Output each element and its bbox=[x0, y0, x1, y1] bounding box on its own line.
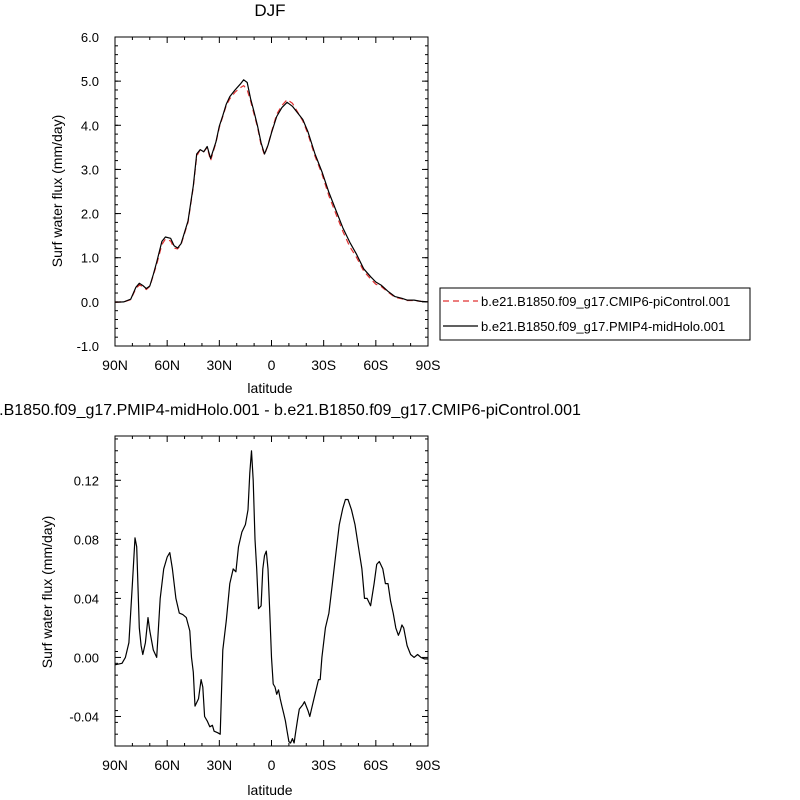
legend-label-0: b.e21.B1850.f09_g17.CMIP6-piControl.001 bbox=[481, 294, 730, 309]
y-tick-label: 0.00 bbox=[74, 650, 99, 665]
x-axis-label: latitude bbox=[247, 782, 292, 798]
x-tick-label: 60S bbox=[363, 357, 388, 373]
plot-area: 90N 60N 30N 0 30S 60S 90S -0.04 0.00 0.04 0.08 0.12 bbox=[69, 435, 441, 773]
y-tick-label: 0.08 bbox=[74, 532, 99, 547]
plot-frame bbox=[114, 435, 429, 747]
x-tick-label: 60S bbox=[363, 757, 388, 773]
plot-frame bbox=[114, 36, 429, 347]
series-line-0 bbox=[114, 85, 429, 303]
chart-title: DJF bbox=[254, 1, 285, 20]
x-tick-label: 90S bbox=[416, 357, 441, 373]
series-line-0 bbox=[114, 450, 428, 744]
y-tick-label: 0.0 bbox=[81, 295, 99, 310]
plot-area: 90N 60N 30N 0 30S 60S 90S -1.0 0.0 1.0 2.0 3.0 4.0 5.… bbox=[77, 30, 441, 373]
x-tick-label: 0 bbox=[268, 757, 276, 773]
y-tick-label: -1.0 bbox=[77, 339, 99, 354]
y-tick-label: 2.0 bbox=[81, 207, 99, 222]
x-tick-label: 60N bbox=[154, 357, 180, 373]
y-tick-label: 4.0 bbox=[81, 118, 99, 133]
x-tick-label: 0 bbox=[268, 357, 276, 373]
y-tick-label: 1.0 bbox=[81, 251, 99, 266]
y-tick-label: 0.12 bbox=[74, 473, 99, 488]
x-tick-label: 90N bbox=[102, 757, 128, 773]
series-line-1 bbox=[114, 79, 429, 303]
y-axis-label: Surf water flux (mm/day) bbox=[39, 516, 55, 668]
x-axis-label: latitude bbox=[247, 380, 292, 396]
legend-box bbox=[439, 287, 751, 341]
x-tick-label: 30S bbox=[311, 757, 336, 773]
x-tick-label: 30N bbox=[206, 757, 232, 773]
x-tick-label: 30N bbox=[206, 357, 232, 373]
legend-label-1: b.e21.B1850.f09_g17.PMIP4-midHolo.001 bbox=[481, 319, 725, 334]
x-tick-label: 60N bbox=[154, 757, 180, 773]
y-tick-label: -0.04 bbox=[69, 709, 99, 724]
x-tick-label: 30S bbox=[311, 357, 336, 373]
x-tick-label: 90N bbox=[102, 357, 128, 373]
panel-bottom: b.e21.B1850.f09_g17.PMIP4-midHolo.001 - … bbox=[0, 402, 581, 798]
y-tick-label: 6.0 bbox=[81, 30, 99, 45]
y-tick-label: 3.0 bbox=[81, 162, 99, 177]
chart-title: b.e21.B1850.f09_g17.PMIP4-midHolo.001 - … bbox=[0, 402, 581, 419]
legend: b.e21.B1850.f09_g17.CMIP6-piControl.001 … bbox=[439, 287, 751, 341]
y-tick-label: 5.0 bbox=[81, 74, 99, 89]
x-tick-label: 90S bbox=[416, 757, 441, 773]
panel-top: DJF latitude Surf water flux (mm/day) 90… bbox=[49, 1, 751, 396]
y-tick-label: 0.04 bbox=[74, 591, 99, 606]
y-axis-label: Surf water flux (mm/day) bbox=[49, 115, 65, 267]
